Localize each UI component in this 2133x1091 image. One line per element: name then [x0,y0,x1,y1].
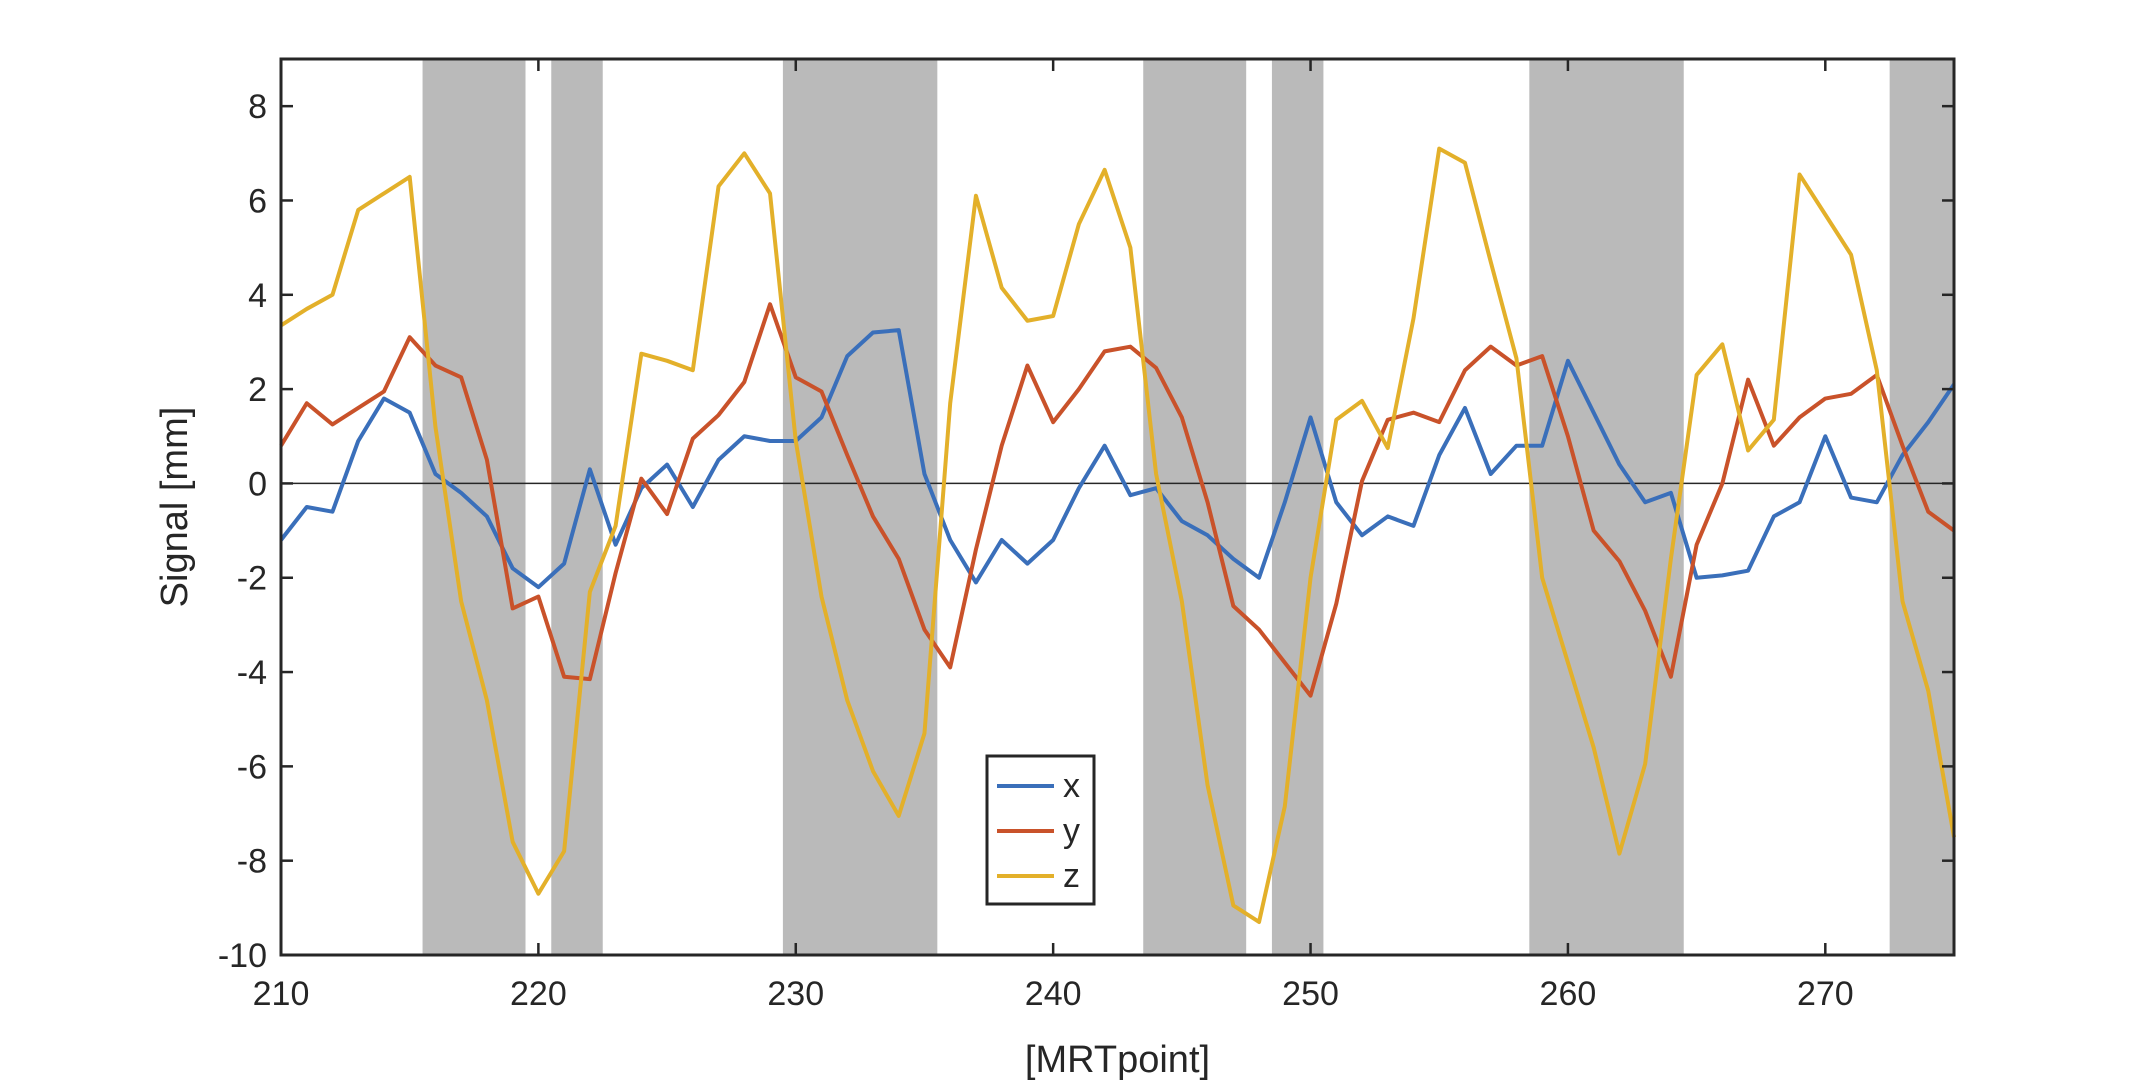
x-tick-label: 250 [1282,975,1339,1013]
legend-label-y: y [1063,812,1080,850]
y-tick-label: 8 [248,88,267,126]
y-axis-title: Signal [mm] [154,407,196,608]
shaded-region-5 [1271,59,1324,955]
shaded-region-4 [1143,59,1247,955]
series-lines [279,146,1956,924]
series-line-x [279,328,1956,590]
x-tick-label: 270 [1797,975,1854,1013]
legend-label-z: z [1063,857,1080,895]
y-tick-label: -10 [218,937,267,975]
y-tick-label: -6 [237,748,267,786]
series-line-y [279,302,1956,698]
axis-ticks: 210 220 230 240 250 260 270 -10 -8 -6 -4 -2 0 2 4 6 8 [218,59,1954,1013]
x-tick-label: 210 [253,975,310,1013]
legend-items: xyz [997,767,1080,895]
shaded-region-7 [1889,59,1954,955]
y-tick-label: 6 [248,182,267,220]
shaded-region-2 [551,59,603,955]
x-tick-label: 220 [510,975,567,1013]
x-tick-label: 230 [767,975,824,1013]
legend-label-x: x [1063,767,1080,805]
shaded-region-6 [1529,59,1684,955]
shaded-regions [422,59,1954,955]
legend: xyz [985,754,1096,906]
x-tick-label: 240 [1025,975,1082,1013]
x-axis-title: [MRTpoint] [1025,1039,1210,1081]
y-tick-label: -4 [237,654,267,692]
y-tick-label: 2 [248,371,267,409]
y-tick-label: -8 [237,843,267,881]
y-tick-label: 0 [248,465,267,503]
y-tick-label: 4 [248,277,267,315]
series-line-z [279,146,1956,924]
y-tick-label: -2 [237,560,267,598]
x-tick-label: 260 [1540,975,1597,1013]
plot-frame [279,57,1956,957]
